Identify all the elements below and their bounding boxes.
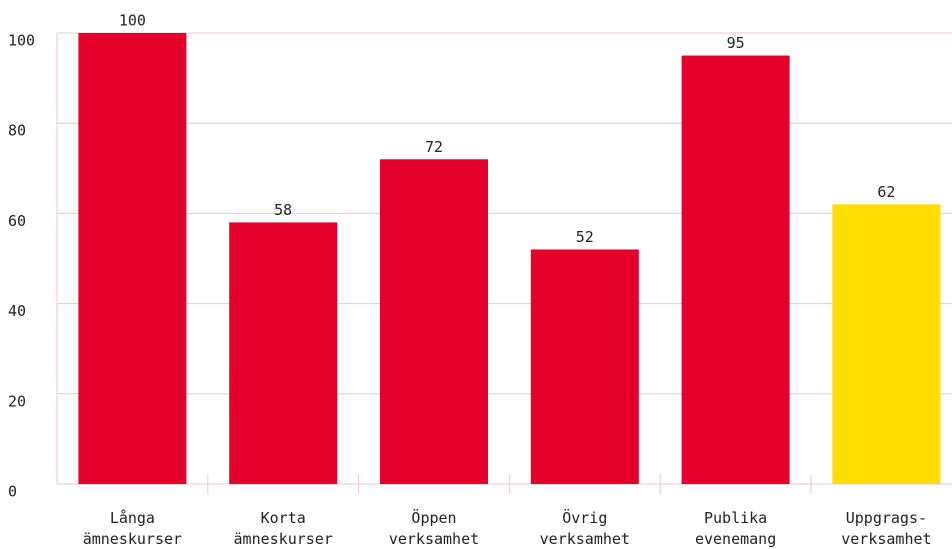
y-tick-label: 40 — [8, 302, 26, 320]
y-tick-label: 80 — [8, 122, 26, 140]
value-label: 72 — [425, 138, 443, 156]
x-tick-label: Långa ämneskurser — [83, 509, 182, 548]
value-label: 58 — [274, 201, 292, 219]
bar — [229, 222, 338, 485]
y-tick-label: 60 — [8, 212, 26, 230]
bar — [681, 55, 790, 485]
bar — [530, 249, 639, 484]
value-label: 62 — [877, 183, 895, 201]
value-label: 100 — [119, 12, 146, 30]
y-tick-label: 20 — [8, 392, 26, 410]
x-tick-label: Uppgrags-verksamhet — [841, 509, 931, 548]
bar — [78, 33, 187, 484]
y-tick-label: 0 — [8, 483, 17, 501]
bar — [380, 159, 488, 484]
bar — [832, 204, 941, 484]
x-tick-label: Publika evenemang — [695, 509, 776, 548]
value-label: 95 — [727, 34, 745, 52]
x-tick-label: Öppen verksamhet — [389, 508, 479, 548]
x-tick-label: Korta ämneskurser — [234, 509, 333, 548]
y-tick-label: 100 — [8, 32, 35, 50]
value-label: 52 — [576, 228, 594, 246]
x-tick-label: Övrig verksamhet — [540, 508, 630, 548]
